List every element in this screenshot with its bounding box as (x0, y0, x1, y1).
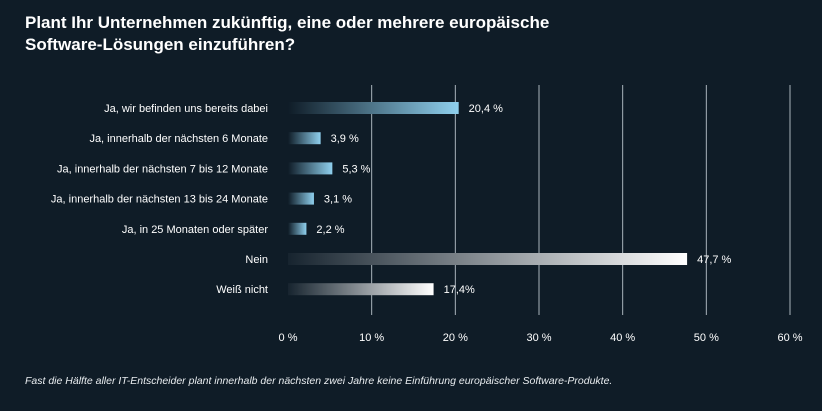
bars (288, 102, 688, 296)
x-tick-label: 20 % (443, 332, 468, 344)
bar (288, 222, 307, 235)
value-label: 47,7 % (697, 254, 731, 266)
category-label: Ja, innerhalb der nächsten 13 bis 24 Mon… (51, 194, 268, 206)
category-label: Weiß nicht (216, 284, 268, 296)
bar (288, 132, 321, 145)
bar (288, 192, 314, 205)
bar (288, 162, 333, 175)
x-tick-label: 30 % (526, 332, 551, 344)
value-label: 5,3 % (342, 163, 370, 175)
value-label: 2,2 % (316, 224, 344, 236)
bar (288, 102, 459, 114)
chart-title: Plant Ihr Unternehmen zukünftig, eine od… (25, 12, 625, 56)
value-label: 17,4% (444, 284, 475, 296)
value-label: 3,1 % (324, 194, 352, 206)
category-label: Ja, innerhalb der nächsten 6 Monate (89, 133, 268, 145)
category-label: Ja, wir befinden uns bereits dabei (104, 103, 268, 115)
bar (288, 283, 434, 296)
chart-title-line-1: Plant Ihr Unternehmen zukünftig, eine od… (25, 13, 550, 32)
gridlines (371, 85, 791, 315)
value-label: 3,9 % (331, 133, 359, 145)
x-tick-label: 50 % (694, 332, 719, 344)
bar (288, 253, 688, 265)
x-tick-label: 60 % (777, 332, 802, 344)
footnote: Fast die Hälfte aller IT-Entscheider pla… (25, 375, 613, 387)
value-label: 20,4 % (469, 103, 503, 115)
x-tick-label: 40 % (610, 332, 635, 344)
labels: 0 % 10 % 20 % 30 % 40 % 50 % 60 % Ja, wir befin… (51, 103, 803, 344)
x-tick-label: 10 % (359, 332, 384, 344)
chart-title-line-2: Software-Lösungen einzuführen? (25, 35, 296, 54)
x-tick-label: 0 % (279, 332, 298, 344)
category-label: Ja, innerhalb der nächsten 7 bis 12 Mona… (57, 163, 268, 175)
category-label: Nein (245, 254, 268, 266)
category-label: Ja, in 25 Monaten oder später (122, 224, 268, 236)
